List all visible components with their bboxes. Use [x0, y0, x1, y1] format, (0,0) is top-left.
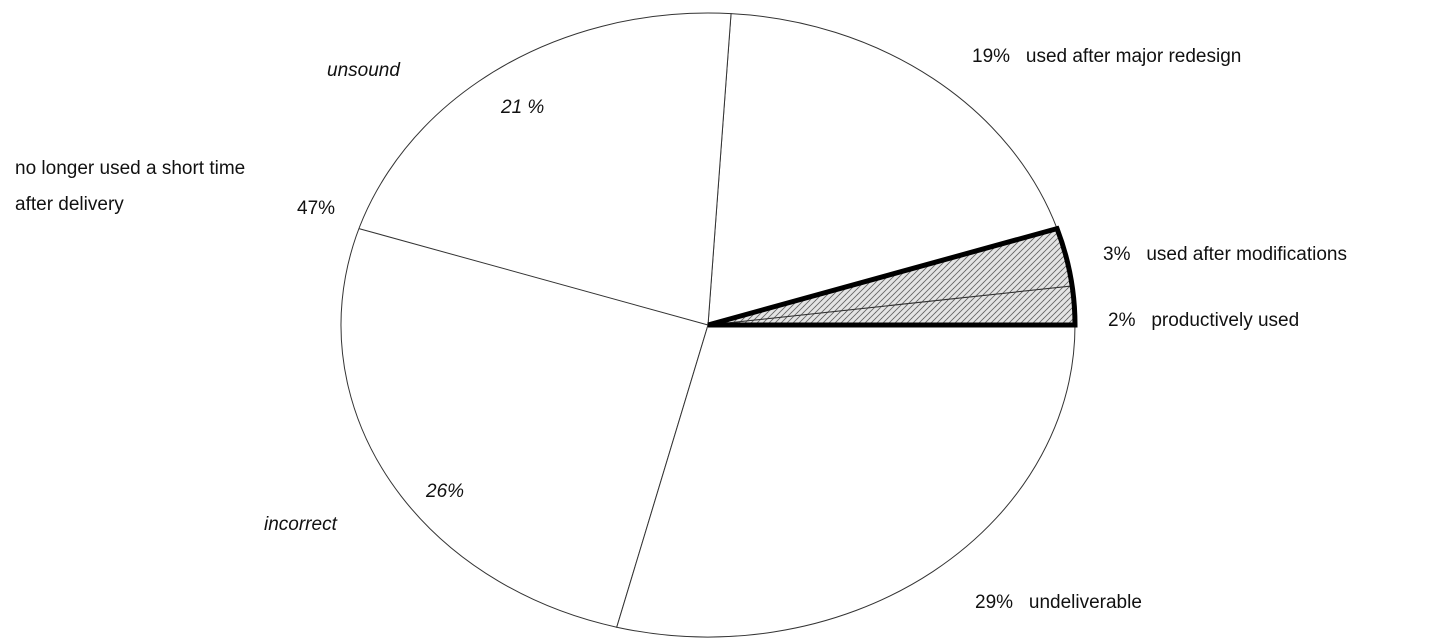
pie-slice-used-after-major-redesign [707, 13, 1058, 326]
slice-value-major-redesign: 19% [972, 46, 1011, 67]
slice-label-undeliverable: 29% undeliverable [975, 591, 1142, 615]
slice-text-modifications: used after modifications [1146, 244, 1347, 265]
slice-label-no-longer-used-line1: no longer used a short time [15, 158, 246, 179]
sub-value-incorrect: 26% [426, 481, 465, 502]
sub-label-unsound: unsound [327, 60, 400, 81]
pie-slices [340, 12, 1076, 638]
sub-label-incorrect: incorrect [264, 514, 337, 535]
pie-dividers [358, 225, 1078, 328]
slice-value-modifications: 3% [1103, 244, 1131, 265]
pie-slice-no-longer-used-a-short-time-after-delivery [340, 12, 732, 628]
slice-text-major-redesign: used after major redesign [1025, 46, 1242, 67]
sub-divider-unsound-incorrect [358, 228, 709, 326]
slice-text-productively-used: productively used [1151, 310, 1300, 331]
slice-value-no-longer-used: 47% [297, 198, 336, 219]
sub-value-unsound: 21 % [501, 97, 545, 118]
slice-value-undeliverable: 29% [975, 592, 1014, 613]
slice-value-productively-used: 2% [1108, 310, 1136, 331]
slice-text-undeliverable: undeliverable [1028, 592, 1142, 613]
used-slices-emphasis-outline [707, 225, 1078, 328]
slice-label-modifications: 3% used after modifications [1103, 243, 1347, 267]
pie-slice-undeliverable [616, 324, 1076, 638]
slice-label-major-redesign: 19% used after major redesign [972, 45, 1241, 69]
slice-label-productively-used: 2% productively used [1108, 309, 1299, 333]
slice-label-no-longer-used-line2: after delivery [15, 194, 124, 215]
